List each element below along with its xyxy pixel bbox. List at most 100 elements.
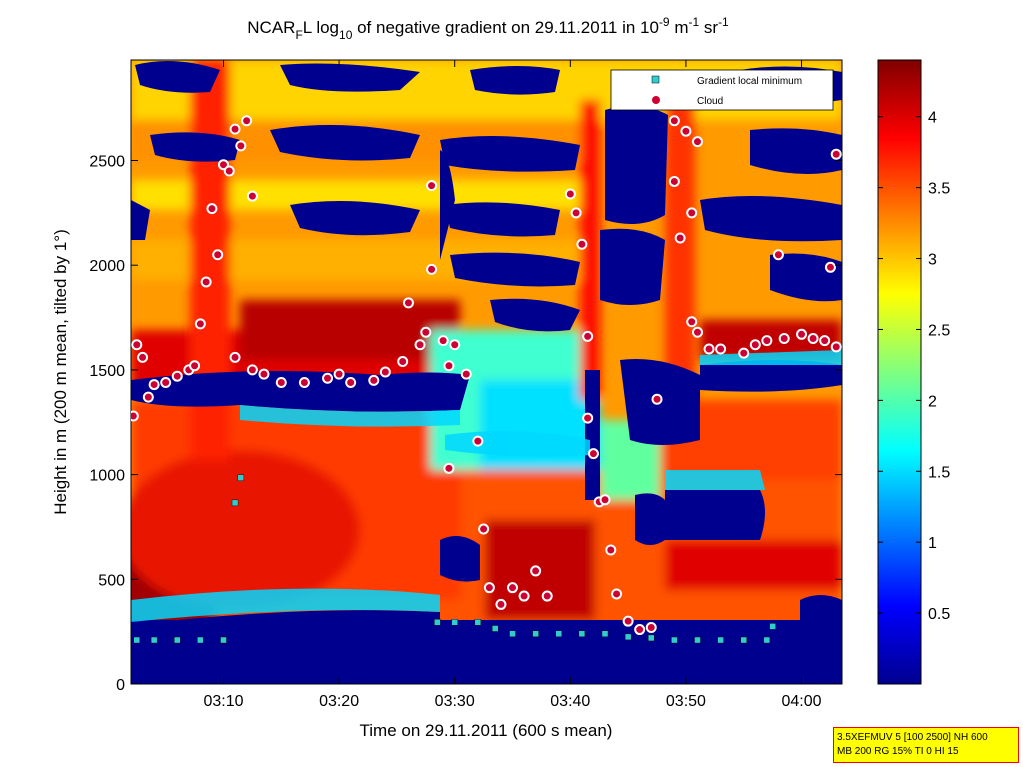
y-axis: 0 500 1000 1500 2000 2500 bbox=[89, 154, 842, 694]
cloud-point bbox=[298, 376, 310, 388]
cloud-point bbox=[322, 372, 334, 384]
cloud-point bbox=[495, 598, 507, 610]
colorbar-tick-label: 3 bbox=[928, 252, 937, 269]
cloud-point bbox=[414, 339, 426, 351]
cloud-point bbox=[443, 462, 455, 474]
cloud-point bbox=[171, 370, 183, 382]
cloud-point bbox=[634, 624, 646, 636]
cloud-point bbox=[426, 180, 438, 192]
cloud-point bbox=[246, 190, 258, 202]
cloud-point bbox=[258, 368, 270, 380]
y-tick-label: 1500 bbox=[89, 363, 125, 380]
cloud-point bbox=[691, 136, 703, 148]
cloud-point bbox=[715, 343, 727, 355]
cloud-point bbox=[749, 339, 761, 351]
colorbar: 0.5 1 1.5 2 2.5 3 3.5 4 bbox=[877, 59, 950, 685]
gradient-minimum-point bbox=[451, 619, 458, 626]
cloud-point bbox=[611, 588, 623, 600]
gradient-minimum-point bbox=[434, 619, 441, 626]
x-tick-label: 03:40 bbox=[550, 693, 590, 710]
chart-title: NCARFL log10 of negative gradient on 29.… bbox=[247, 15, 729, 42]
gradient-minimum-point bbox=[601, 630, 609, 637]
cloud-point bbox=[229, 123, 241, 135]
x-tick-label: 04:00 bbox=[782, 693, 822, 710]
cloud-point bbox=[686, 207, 698, 219]
cloud-point bbox=[599, 494, 611, 506]
colorbar-tick-label: 2 bbox=[928, 393, 937, 410]
gradient-minimum-point bbox=[694, 636, 701, 644]
colorbar-tick-label: 4 bbox=[928, 110, 937, 127]
series-layer bbox=[131, 115, 842, 644]
plot-frame bbox=[130, 59, 843, 685]
legend-marker-minimum bbox=[651, 75, 660, 84]
cloud-point bbox=[807, 332, 819, 344]
gradient-minimum-point bbox=[133, 636, 140, 644]
cloud-point bbox=[564, 188, 576, 200]
cloud-point bbox=[206, 203, 218, 215]
cloud-point bbox=[668, 115, 680, 127]
cloud-point bbox=[212, 249, 224, 261]
gradient-minimum-point bbox=[532, 630, 539, 637]
cloud-point bbox=[345, 376, 357, 388]
cloud-point bbox=[668, 175, 680, 187]
cloud-point bbox=[651, 393, 663, 405]
cloud-point bbox=[478, 523, 490, 535]
heatmap-plot-area bbox=[131, 60, 842, 684]
cloud-point bbox=[703, 343, 715, 355]
cloud-point bbox=[241, 115, 253, 127]
cloud-point bbox=[131, 410, 139, 422]
cloud-point bbox=[778, 332, 790, 344]
cloud-point bbox=[796, 328, 808, 340]
gradient-minimum-point bbox=[174, 636, 181, 644]
cloud-point bbox=[674, 232, 686, 244]
cloud-point bbox=[443, 360, 455, 372]
x-axis-label: Time on 29.11.2011 (600 s mean) bbox=[360, 721, 613, 740]
cloud-point bbox=[397, 356, 409, 368]
cloud-point bbox=[142, 391, 154, 403]
cloud-point bbox=[472, 435, 484, 447]
legend-label-cloud: Cloud bbox=[697, 96, 723, 107]
colorbar-tick-label: 2.5 bbox=[928, 322, 950, 339]
gradient-minimum-point bbox=[769, 623, 776, 630]
cloud-point bbox=[819, 335, 831, 347]
legend-marker-cloud bbox=[650, 94, 662, 106]
y-tick-label: 1000 bbox=[89, 468, 125, 485]
cloud-point bbox=[582, 330, 594, 342]
cloud-point bbox=[131, 339, 143, 351]
y-tick-label: 0 bbox=[116, 677, 125, 694]
info-box: 3.5XEFMUV 5 [100 2500] NH 600 MB 200 RG … bbox=[833, 727, 1019, 763]
cloud-point bbox=[570, 207, 582, 219]
colorbar-tick-label: 1.5 bbox=[928, 464, 950, 481]
cloud-point bbox=[824, 261, 836, 273]
cloud-point bbox=[587, 448, 599, 460]
gradient-minimum-point bbox=[555, 630, 562, 637]
y-tick-label: 2500 bbox=[89, 154, 125, 171]
x-tick-label: 03:20 bbox=[319, 693, 359, 710]
cloud-point bbox=[518, 590, 530, 602]
gradient-minimum-point bbox=[624, 633, 632, 641]
gradient-minimum-point bbox=[763, 636, 771, 644]
cloud-point bbox=[160, 376, 172, 388]
gradient-minimum-point bbox=[197, 636, 204, 644]
cloud-point bbox=[368, 374, 380, 386]
gradient-minimum-point bbox=[671, 636, 678, 644]
gradient-minimum-point bbox=[740, 636, 747, 644]
cloud-point bbox=[235, 140, 247, 152]
x-axis: 03:10 03:20 03:30 03:40 03:50 04:00 bbox=[203, 60, 822, 710]
legend-label-minimum: Gradient local minimum bbox=[697, 76, 802, 87]
cloud-point bbox=[426, 263, 438, 275]
cloud-point bbox=[460, 368, 472, 380]
cloud-point bbox=[830, 148, 842, 160]
cloud-point bbox=[530, 565, 542, 577]
colorbar-tick-label: 3.5 bbox=[928, 181, 950, 198]
cloud-point bbox=[420, 326, 432, 338]
cloud-point bbox=[507, 582, 519, 594]
gradient-minimum-point bbox=[648, 634, 655, 642]
cloud-point bbox=[229, 351, 241, 363]
legend: Gradient local minimum Cloud bbox=[610, 69, 834, 111]
info-line-1: 3.5XEFMUV 5 [100 2500] NH 600 bbox=[837, 732, 988, 743]
cloud-point bbox=[275, 376, 287, 388]
cloud-point bbox=[691, 326, 703, 338]
cloud-point bbox=[137, 351, 149, 363]
